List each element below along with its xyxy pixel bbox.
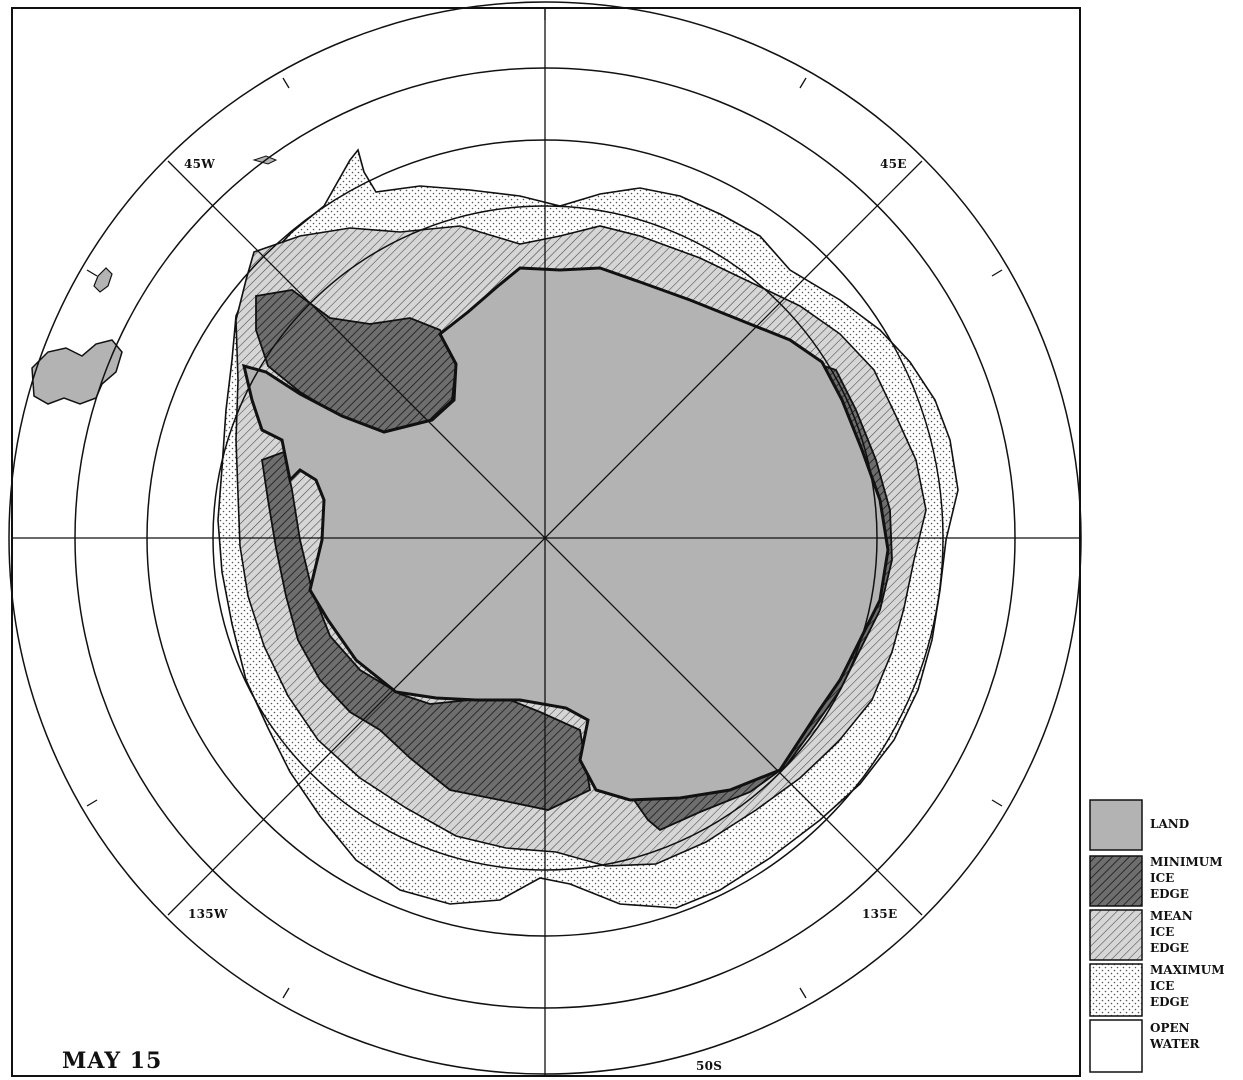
legend-swatch-maximum: [1089, 963, 1143, 1017]
legend-swatch-open-water: [1089, 1019, 1143, 1073]
label-50s: 50S: [696, 1059, 722, 1073]
legend-swatch-land: [1089, 799, 1143, 851]
label-135e: 135E: [862, 907, 897, 921]
graticule-ticks: [86, 8, 1003, 999]
meridians: [12, 8, 1080, 1076]
legend-label-minimum: MINIMUM ICE EDGE: [1150, 855, 1227, 901]
legend-swatch-minimum: [1089, 855, 1143, 907]
falkland-islands-land: [93, 267, 113, 293]
date-label: MAY 15: [62, 1048, 162, 1074]
legend-label-maximum: MAXIMUM ICE EDGE: [1150, 963, 1229, 1009]
legend-swatch-mean: [1089, 909, 1143, 961]
legend-label-open-water: OPEN WATER: [1149, 1021, 1200, 1051]
legend-label-land: LAND: [1150, 817, 1189, 831]
label-45e: 45E: [880, 157, 907, 171]
legend-label-mean: MEAN ICE EDGE: [1150, 909, 1197, 955]
legend: LAND MINIMUM ICE EDGE MEAN ICE EDGE MAXI…: [1089, 799, 1229, 1073]
antarctica-land: [241, 266, 890, 802]
label-135w: 135W: [188, 907, 228, 921]
label-45w: 45W: [184, 157, 215, 171]
